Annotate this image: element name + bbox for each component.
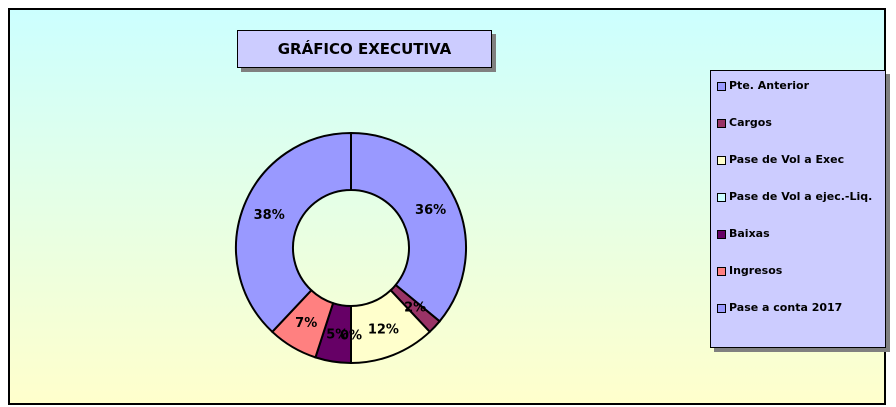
chart-title: GRÁFICO EXECUTIVA	[237, 30, 492, 68]
legend-swatch	[717, 304, 726, 313]
slice	[350, 131, 467, 323]
legend-item: Ingresos	[717, 264, 879, 301]
legend-swatch	[717, 82, 726, 91]
slice	[235, 131, 352, 334]
data-label: 5%	[326, 327, 348, 342]
legend-swatch	[717, 193, 726, 202]
data-label: 2%	[404, 301, 426, 316]
legend-item: Baixas	[717, 227, 879, 264]
legend-swatch	[717, 230, 726, 239]
legend-label: Pte. Anterior	[729, 79, 810, 92]
legend: Pte. Anterior Cargos Pase de Vol a Exec Pas…	[710, 70, 886, 348]
legend-swatch	[717, 267, 726, 276]
legend-label: Cargos	[729, 116, 772, 129]
legend-swatch	[717, 156, 726, 165]
legend-label: Baixas	[729, 227, 770, 240]
legend-label: Pase de Vol a Exec	[729, 153, 845, 166]
data-label: 36%	[415, 203, 446, 218]
legend-label: Pase a conta 2017	[729, 301, 843, 314]
legend-label: Pase de Vol a ejec.-Liq.	[729, 190, 873, 203]
legend-item: Pte. Anterior	[717, 79, 879, 116]
data-label: 12%	[368, 322, 399, 337]
legend-item: Pase a conta 2017	[717, 301, 879, 338]
data-label: 0%	[340, 329, 362, 344]
legend-swatch	[717, 119, 726, 128]
data-label: 38%	[254, 208, 285, 223]
legend-item: Pase de Vol a Exec	[717, 153, 879, 190]
legend-item: Pase de Vol a ejec.-Liq.	[717, 190, 879, 227]
data-label: 7%	[295, 316, 317, 331]
legend-label: Ingresos	[729, 264, 783, 277]
legend-item: Cargos	[717, 116, 879, 153]
